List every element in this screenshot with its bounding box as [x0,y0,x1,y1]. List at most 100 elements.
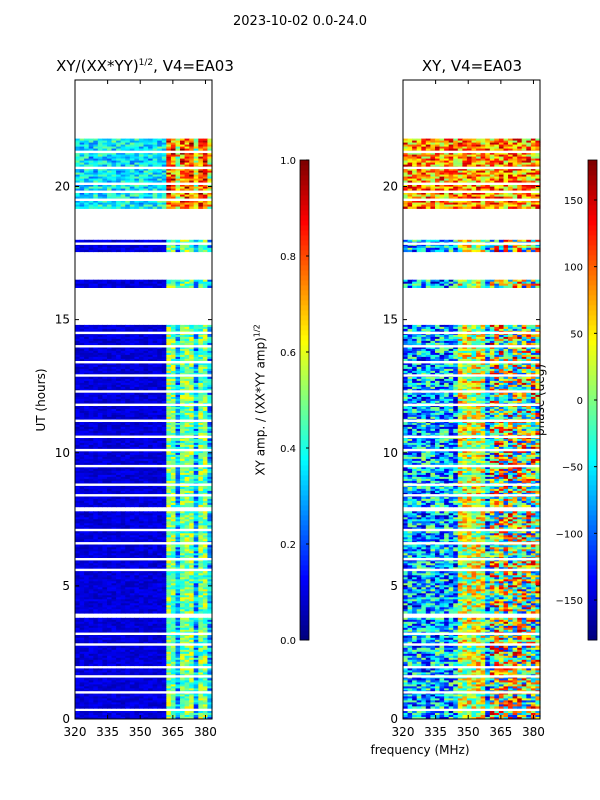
heatmap-cell [75,172,81,175]
heatmap-cell [189,364,195,368]
heatmap-cell [116,571,122,574]
heatmap-cell [166,174,172,177]
heatmap-cell [170,438,177,442]
heatmap-cell [125,523,131,526]
heatmap-cell [161,531,167,534]
heatmap-cell [166,386,172,390]
heatmap-cell [170,192,177,195]
heatmap-cell [207,174,213,177]
heatmap-cell [157,545,163,548]
heatmap-cell [193,432,199,436]
heatmap-cell [175,398,181,402]
heatmap-cell [129,527,135,530]
heatmap-cell [207,336,213,340]
heatmap-cell [161,348,167,352]
heatmap-cell [189,488,195,492]
heatmap-cell [116,498,122,502]
heatmap-cell [207,285,213,288]
heatmap-cell [161,364,167,368]
heatmap-cell [143,559,149,562]
heatmap-cell [79,460,85,464]
heatmap-cell [143,504,149,508]
heatmap-cell [166,535,172,538]
heatmap-cell [120,468,126,472]
heatmap-cell [107,478,113,482]
heatmap-cell [75,206,81,209]
heatmap-cell [116,204,122,207]
heatmap-cell [157,452,163,456]
heatmap-cell [170,204,177,207]
heatmap-cell [193,364,199,368]
heatmap-cell [102,285,108,288]
heatmap-cell [175,523,181,526]
heatmap-cell [93,502,99,506]
heatmap-cell [184,502,190,506]
heatmap-cell [75,474,81,478]
heatmap-cell [170,458,177,462]
heatmap-cell [93,430,99,434]
heatmap-cell [202,458,209,462]
heatmap-cell [116,178,122,181]
heatmap-cell [120,376,126,380]
heatmap-cell [175,549,181,552]
heatmap-cell [88,206,94,209]
heatmap-cell [75,204,81,207]
heatmap-cell [189,392,195,396]
heatmap-cell [198,138,204,141]
heatmap-cell [138,202,145,205]
heatmap-cell [193,444,199,448]
heatmap-cell [198,392,204,396]
heatmap-cell [88,239,94,243]
heatmap-cell [175,565,181,568]
heatmap-cell [175,404,181,408]
heatmap-cell [184,168,190,171]
heatmap-cell [79,555,85,558]
heatmap-cell [79,324,85,328]
heatmap-cell [79,406,85,410]
heatmap-cell [93,392,99,396]
heatmap-cell [134,446,140,450]
heatmap-cell [180,172,186,175]
heatmap-cell [93,456,99,460]
heatmap-cell [207,561,213,564]
heatmap-cell [180,519,186,522]
heatmap-cell [116,158,122,161]
heatmap-cell [116,531,122,534]
heatmap-cell [152,154,158,157]
heatmap-cell [184,192,190,195]
heatmap-cell [202,285,209,288]
heatmap-cell [207,279,213,282]
heatmap-cell [88,178,94,181]
heatmap-cell [193,414,199,418]
heatmap-cell [189,281,195,284]
heatmap-cell [79,326,85,330]
heatmap-cell [88,146,94,149]
heatmap-cell [152,364,158,368]
heatmap-cell [134,545,140,548]
heatmap-cell [125,527,131,530]
heatmap-cell [138,416,145,420]
heatmap-cell [120,502,126,506]
heatmap-cell [207,466,213,470]
heatmap-cell [97,178,103,181]
heatmap-cell [79,376,85,380]
heatmap-cell [189,283,195,286]
heatmap-cell [88,519,94,522]
heatmap-cell [184,392,190,396]
heatmap-cell [193,384,199,388]
heatmap-cell [207,362,213,366]
heatmap-cell [170,350,177,354]
heatmap-cell [143,206,149,209]
heatmap-cell [125,174,131,177]
heatmap-cell [193,452,199,456]
heatmap-cell [148,525,154,528]
heatmap-cell [134,398,140,402]
heatmap-cell [170,436,177,440]
heatmap-cell [84,480,90,484]
heatmap-cell [193,392,199,396]
heatmap-cell [138,392,145,396]
heatmap-cell [88,571,94,574]
heatmap-cell [79,484,85,488]
heatmap-cell [161,414,167,418]
heatmap-cell [97,484,103,488]
